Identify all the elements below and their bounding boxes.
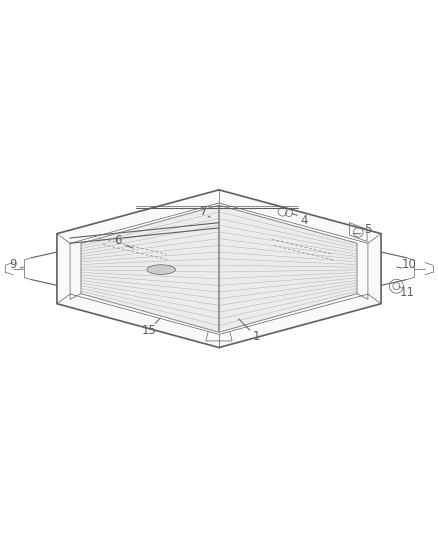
Text: 6: 6 [114, 233, 122, 247]
Polygon shape [57, 190, 381, 348]
Polygon shape [219, 205, 357, 332]
Text: 1: 1 [252, 330, 260, 343]
Text: 7: 7 [200, 205, 208, 218]
Text: 4: 4 [300, 214, 308, 227]
Ellipse shape [147, 265, 175, 274]
Text: 11: 11 [400, 286, 415, 300]
Polygon shape [81, 205, 219, 332]
Text: 15: 15 [141, 324, 156, 336]
Text: 9: 9 [9, 258, 17, 271]
Text: 5: 5 [364, 223, 371, 236]
Text: 10: 10 [402, 258, 417, 271]
